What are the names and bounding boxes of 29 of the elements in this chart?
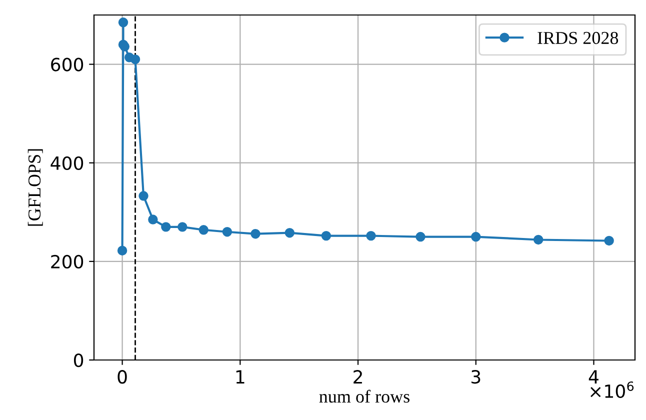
point bbox=[416, 232, 426, 242]
point bbox=[250, 228, 260, 239]
y-tick-label: 0 bbox=[74, 353, 84, 368]
point bbox=[138, 191, 148, 201]
x-axis-title: num of rows bbox=[319, 390, 410, 403]
legend-label: IRDS 2028 bbox=[538, 32, 618, 44]
x-tick-label: 0 bbox=[118, 370, 127, 384]
y-tick-label: 600 bbox=[51, 58, 84, 72]
x-tick-label: 3 bbox=[472, 370, 480, 384]
point bbox=[130, 54, 140, 64]
point bbox=[161, 222, 171, 232]
y-axis-title: [GFLOPS] bbox=[28, 149, 43, 226]
point bbox=[178, 222, 188, 232]
point bbox=[321, 230, 332, 241]
x-tick-label: 4 bbox=[588, 370, 598, 384]
y-tick-label: 200 bbox=[51, 254, 84, 269]
point bbox=[198, 225, 208, 235]
x-tick-label: 2 bbox=[354, 370, 362, 384]
point bbox=[471, 232, 481, 242]
point bbox=[222, 226, 232, 237]
point bbox=[117, 246, 128, 256]
point bbox=[533, 234, 544, 245]
x-tick-label: 1 bbox=[236, 370, 244, 384]
point bbox=[604, 236, 614, 246]
point bbox=[118, 18, 128, 28]
y-tick-label: 400 bbox=[50, 156, 84, 170]
point bbox=[366, 230, 376, 241]
point bbox=[284, 228, 295, 238]
point bbox=[148, 214, 158, 224]
